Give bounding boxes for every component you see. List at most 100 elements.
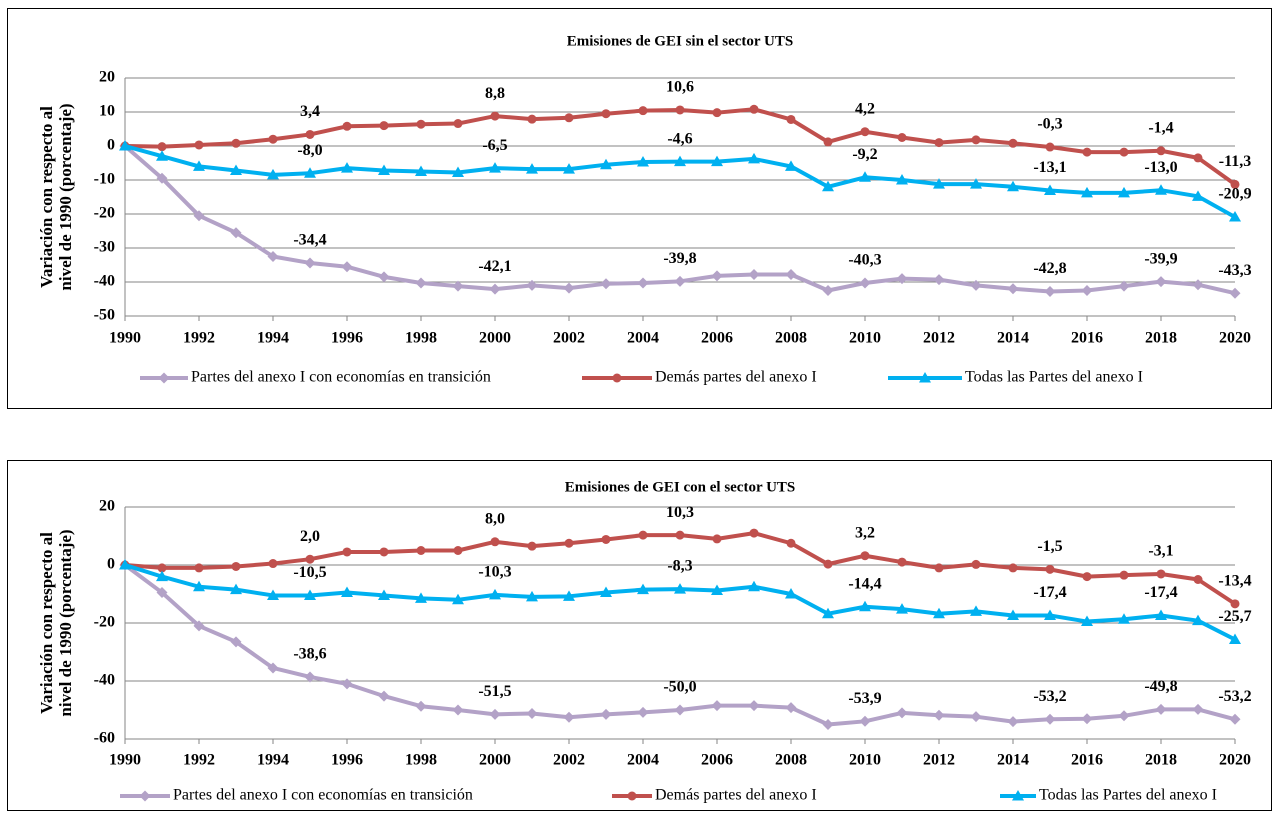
y-tick-label: -50 <box>94 307 115 324</box>
data-point <box>1118 613 1130 624</box>
data-point <box>1192 279 1204 291</box>
x-tick-label: 2000 <box>479 330 511 347</box>
data-point <box>1155 184 1167 195</box>
data-point <box>193 580 205 592</box>
data-point <box>230 164 242 175</box>
data-point <box>711 270 723 282</box>
data-point <box>1007 283 1019 295</box>
data-point <box>1044 286 1056 298</box>
chart-title: Emisiones de GEI con el sector UTS <box>565 479 796 495</box>
data-point <box>416 546 426 555</box>
chart-frame <box>7 460 1272 811</box>
legend-label: Partes del anexo I con economías en tran… <box>191 369 491 386</box>
x-tick-label: 2016 <box>1071 330 1103 347</box>
data-label: -10,5 <box>293 564 326 581</box>
data-point <box>823 137 833 147</box>
data-point <box>749 104 759 114</box>
data-label: -0,3 <box>1037 116 1062 133</box>
y-tick-label: -60 <box>94 730 115 747</box>
x-tick-label: 1994 <box>257 330 289 347</box>
data-point <box>970 605 982 616</box>
data-point <box>822 180 834 192</box>
data-point <box>933 607 945 619</box>
legend-label: Partes del anexo I con economías en tran… <box>173 787 473 804</box>
data-label: -17,4 <box>1033 584 1066 601</box>
data-point <box>342 121 352 131</box>
data-label: -8,0 <box>297 142 322 159</box>
data-point <box>489 162 501 173</box>
data-point <box>1193 153 1203 163</box>
data-point <box>1229 633 1241 645</box>
data-label: -38,6 <box>293 646 326 663</box>
data-point <box>156 570 168 582</box>
data-point <box>1229 211 1241 222</box>
data-point <box>1008 138 1018 148</box>
data-label: -1,4 <box>1148 119 1173 136</box>
data-point <box>786 114 796 124</box>
data-point <box>785 269 797 281</box>
data-point <box>1044 713 1056 725</box>
data-point <box>1193 575 1203 584</box>
data-label: -10,3 <box>478 564 511 581</box>
data-point <box>1119 570 1129 580</box>
data-label: -39,9 <box>1144 250 1177 267</box>
data-point <box>933 178 945 189</box>
data-point <box>896 273 908 285</box>
data-point <box>786 538 796 548</box>
data-label: -13,0 <box>1144 159 1177 176</box>
data-point <box>675 105 685 115</box>
data-label: 8,0 <box>485 510 505 527</box>
data-point <box>268 559 278 569</box>
data-point <box>748 700 760 712</box>
x-tick-label: 2006 <box>701 330 733 347</box>
data-point <box>1045 564 1055 574</box>
data-point <box>156 150 168 161</box>
data-point <box>563 282 575 294</box>
x-tick-label: 1996 <box>331 752 363 769</box>
data-label: -3,1 <box>1148 543 1173 560</box>
data-point <box>268 134 278 144</box>
data-point <box>453 546 463 555</box>
data-point <box>157 142 167 152</box>
chart-frame <box>7 8 1272 409</box>
data-label: -20,9 <box>1218 186 1251 203</box>
data-point <box>489 588 501 600</box>
data-point <box>1081 186 1093 198</box>
data-point <box>1008 563 1018 573</box>
data-point <box>489 283 501 295</box>
y-tick-label: -40 <box>94 672 115 689</box>
legend-label: Todas las Partes del anexo I <box>1039 787 1217 804</box>
legend-label: Demás partes del anexo I <box>655 787 817 804</box>
legend-marker <box>627 791 637 801</box>
data-label: -39,8 <box>663 250 696 267</box>
data-point <box>563 163 575 174</box>
data-point <box>711 155 723 167</box>
data-label: -50,0 <box>663 679 696 696</box>
data-point <box>1007 716 1019 728</box>
x-tick-label: 1992 <box>183 752 215 769</box>
data-point <box>1192 614 1204 626</box>
x-tick-label: 2006 <box>701 752 733 769</box>
x-tick-label: 2014 <box>997 330 1029 347</box>
data-point <box>489 708 501 720</box>
x-tick-label: 1992 <box>183 330 215 347</box>
data-point <box>1230 179 1240 189</box>
data-point <box>527 114 537 124</box>
data-point <box>860 127 870 137</box>
data-point <box>896 707 908 719</box>
data-point <box>785 588 797 599</box>
data-point <box>638 106 648 116</box>
data-point <box>341 261 353 273</box>
data-point <box>1155 703 1167 715</box>
data-point <box>637 155 649 167</box>
y-axis-label: nivel de 1990 (porcentaje) <box>56 529 75 716</box>
data-label: 2,0 <box>300 528 320 545</box>
data-point <box>711 584 723 596</box>
data-point <box>1155 609 1167 620</box>
data-point <box>934 138 944 148</box>
data-point <box>822 719 834 730</box>
data-label: 3,4 <box>300 103 320 120</box>
data-point <box>822 607 834 619</box>
data-point <box>785 702 797 714</box>
